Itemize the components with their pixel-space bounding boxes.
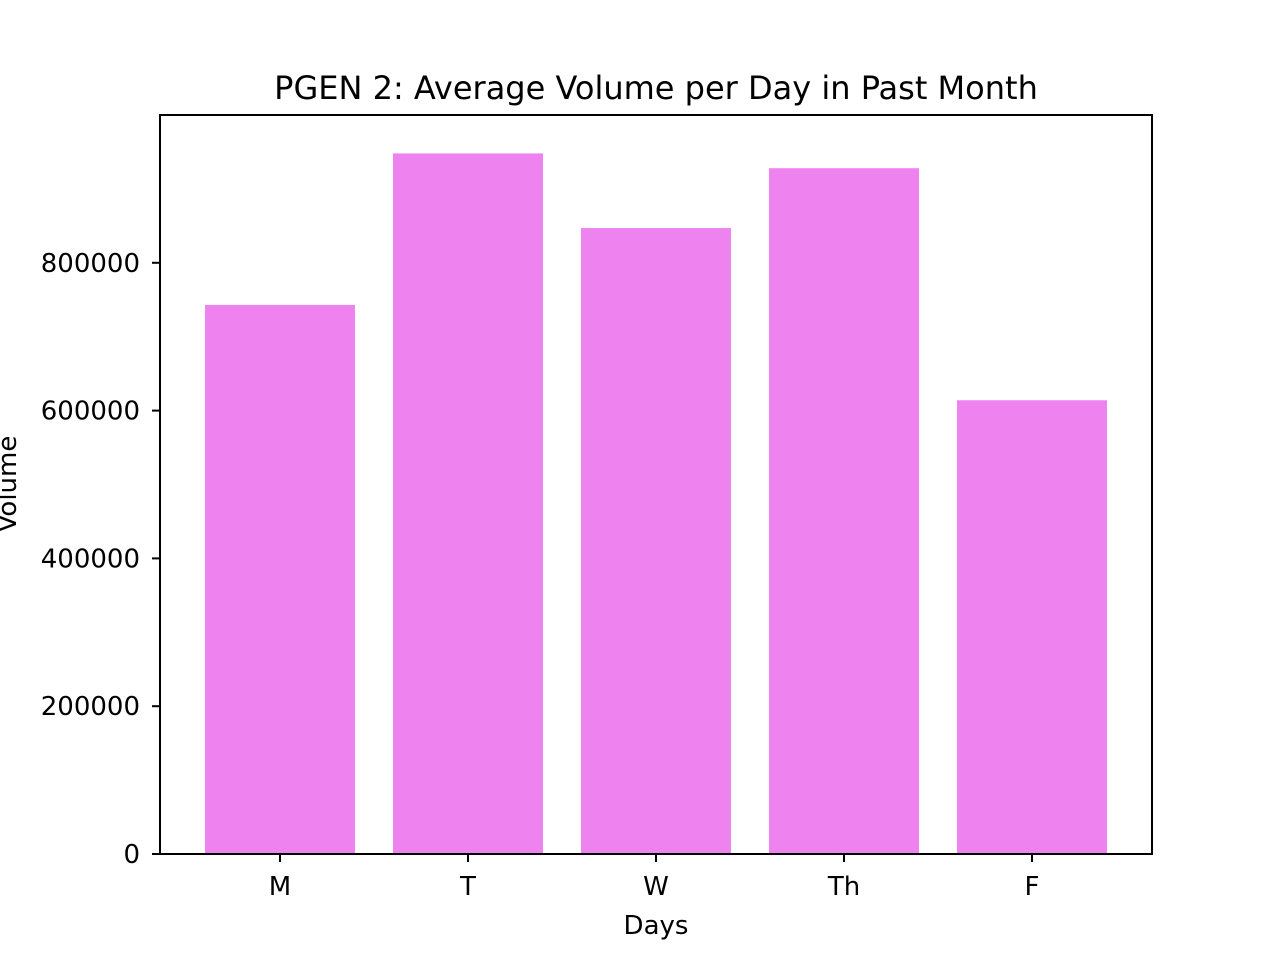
y-tick-label-200000: 200000 <box>41 692 140 722</box>
x-axis: M T W Th F <box>269 854 1040 902</box>
y-tick-label-400000: 400000 <box>41 544 140 574</box>
y-tick-label-800000: 800000 <box>41 249 140 279</box>
x-tick-label-f: F <box>1025 872 1040 902</box>
bar-f <box>957 400 1107 854</box>
x-tick-label-th: Th <box>827 872 860 902</box>
bar-w <box>581 228 731 854</box>
plot-frame <box>159 114 1153 855</box>
y-axis-label: Volume <box>0 436 23 533</box>
x-tick-label-m: M <box>269 872 291 902</box>
bar-t <box>393 153 543 855</box>
x-tick-label-t: T <box>459 872 476 902</box>
y-tick-label-0: 0 <box>123 840 140 870</box>
bars-layer <box>205 153 1107 855</box>
y-axis: 0 200000 400000 600000 800000 <box>41 249 160 870</box>
chart-title: PGEN 2: Average Volume per Day in Past M… <box>274 69 1038 107</box>
bar-th <box>769 168 919 854</box>
y-tick-label-600000: 600000 <box>41 397 140 427</box>
x-axis-label: Days <box>624 911 689 941</box>
bar-m <box>205 304 355 855</box>
x-tick-label-w: W <box>643 872 669 902</box>
